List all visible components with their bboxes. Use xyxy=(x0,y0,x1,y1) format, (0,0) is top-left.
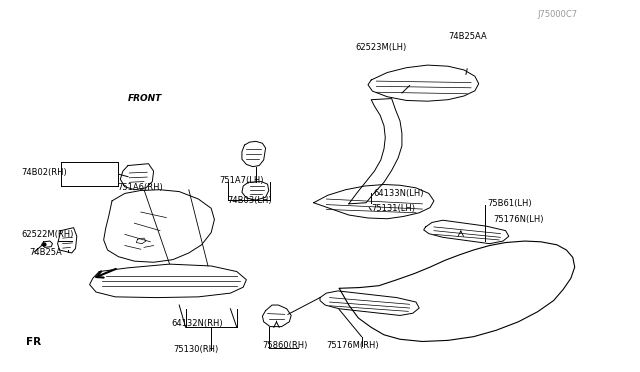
Text: 75130(RH): 75130(RH) xyxy=(173,345,218,354)
Text: FRONT: FRONT xyxy=(128,94,163,103)
Text: 62522M(RH): 62522M(RH) xyxy=(21,230,74,239)
Text: 75860(RH): 75860(RH) xyxy=(262,341,308,350)
Text: J75000C7: J75000C7 xyxy=(538,10,578,19)
Text: 74B25AA: 74B25AA xyxy=(448,32,487,41)
Text: 751A6(RH): 751A6(RH) xyxy=(117,183,163,192)
Text: 62523M(LH): 62523M(LH) xyxy=(355,43,406,52)
Text: 75B61(LH): 75B61(LH) xyxy=(488,199,532,208)
Text: 75176N(LH): 75176N(LH) xyxy=(493,215,543,224)
Text: 75176M(RH): 75176M(RH) xyxy=(326,341,379,350)
Text: 64133N(LH): 64133N(LH) xyxy=(374,189,424,198)
Text: 75131(LH): 75131(LH) xyxy=(371,204,415,213)
Text: FR: FR xyxy=(26,337,41,347)
Text: 74B03(LH): 74B03(LH) xyxy=(227,196,272,205)
Text: 751A7(LH): 751A7(LH) xyxy=(220,176,264,185)
Text: 64132N(RH): 64132N(RH) xyxy=(172,319,223,328)
Text: 74B25A: 74B25A xyxy=(29,248,61,257)
Text: 74B02(RH): 74B02(RH) xyxy=(21,169,67,177)
